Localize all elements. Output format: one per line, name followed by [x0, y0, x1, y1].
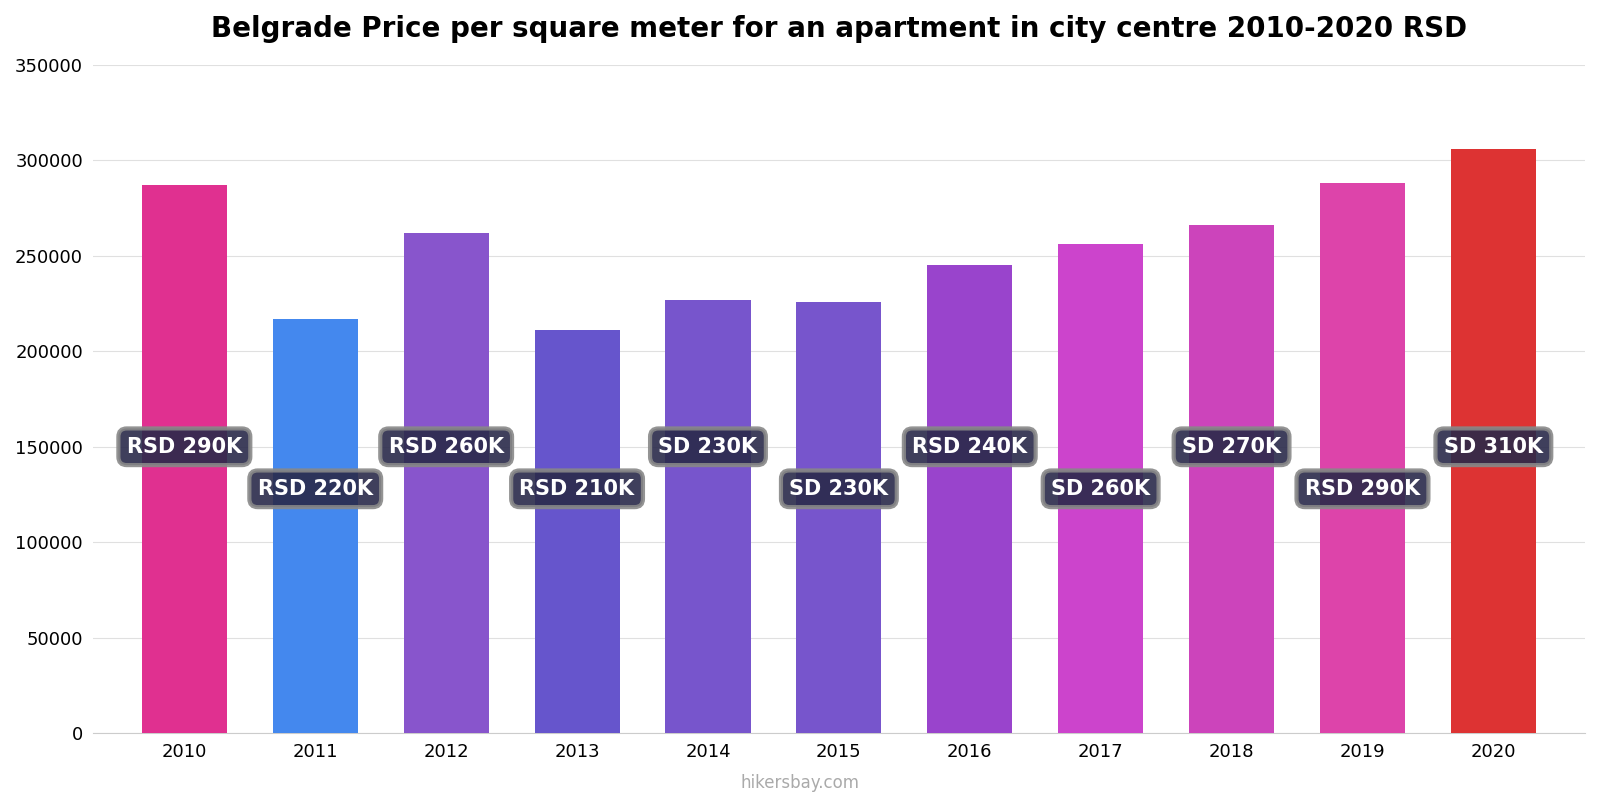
- Text: RSD 290K: RSD 290K: [126, 437, 242, 457]
- Bar: [1320, 183, 1405, 734]
- Title: Belgrade Price per square meter for an apartment in city centre 2010-2020 RSD: Belgrade Price per square meter for an a…: [211, 15, 1467, 43]
- Bar: [272, 319, 358, 734]
- Text: RSD 260K: RSD 260K: [389, 437, 504, 457]
- Text: RSD 220K: RSD 220K: [258, 478, 373, 498]
- Bar: [534, 330, 619, 734]
- Text: SD 260K: SD 260K: [1051, 478, 1150, 498]
- Bar: [928, 266, 1013, 734]
- Bar: [1189, 226, 1274, 734]
- Text: RSD 240K: RSD 240K: [912, 437, 1027, 457]
- Text: SD 230K: SD 230K: [658, 437, 757, 457]
- Bar: [1451, 149, 1536, 734]
- Bar: [142, 185, 227, 734]
- Bar: [1058, 244, 1144, 734]
- Text: RSD 290K: RSD 290K: [1306, 478, 1421, 498]
- Text: SD 230K: SD 230K: [789, 478, 888, 498]
- Text: SD 310K: SD 310K: [1443, 437, 1542, 457]
- Text: SD 270K: SD 270K: [1182, 437, 1282, 457]
- Text: hikersbay.com: hikersbay.com: [741, 774, 859, 792]
- Bar: [403, 233, 488, 734]
- Bar: [797, 302, 882, 734]
- Text: RSD 210K: RSD 210K: [520, 478, 635, 498]
- Bar: [666, 300, 750, 734]
